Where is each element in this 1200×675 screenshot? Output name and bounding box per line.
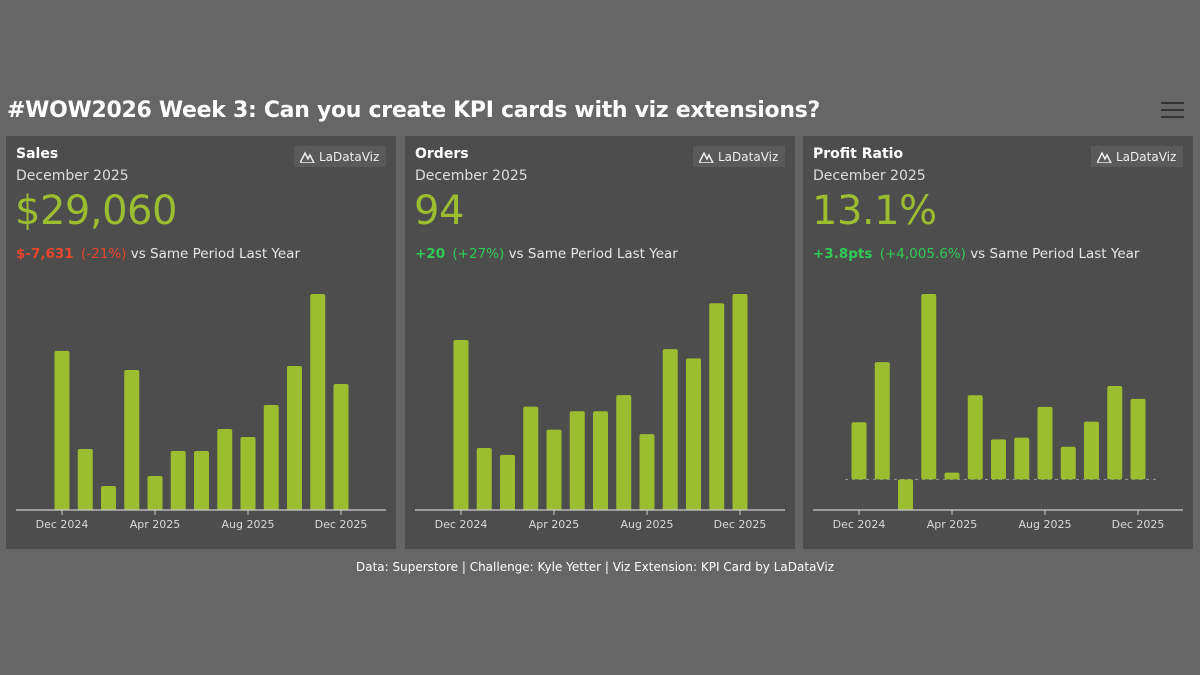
kpi-comparison: +20 (+27%) vs Same Period Last Year <box>415 246 678 262</box>
bar-aug-2025[interactable] <box>1037 406 1053 480</box>
bar-jan-2025[interactable] <box>77 448 93 510</box>
badge-label: LaDataViz <box>319 149 380 164</box>
badge-label: LaDataViz <box>718 149 779 164</box>
bar-may-2025[interactable] <box>170 451 186 510</box>
kpi-card-sales: Sales December 2025 $29,060 $-7,631 (-21… <box>6 136 396 549</box>
bar-chart: Dec 2024 Apr 2025 Aug 2025 Dec 2025 <box>813 294 1183 531</box>
bar-may-2025[interactable] <box>569 411 585 510</box>
bar-jul-2025[interactable] <box>217 428 233 510</box>
kpi-name: Orders <box>415 146 469 162</box>
bar-dec-2025[interactable] <box>333 383 349 510</box>
kpi-value: $29,060 <box>15 188 177 234</box>
bar-apr-2025[interactable] <box>546 429 562 510</box>
bar-jul-2025[interactable] <box>1014 437 1030 480</box>
bar-jul-2025[interactable] <box>616 395 632 510</box>
x-tick-label: Aug 2025 <box>1019 518 1072 531</box>
ladataviz-logo-icon <box>699 150 714 163</box>
compare-text: vs Same Period Last Year <box>130 246 301 262</box>
bar-apr-2025[interactable] <box>944 472 960 480</box>
x-tick-label: Apr 2025 <box>130 518 181 531</box>
kpi-card-profit-ratio: Profit Ratio December 2025 13.1% +3.8pts… <box>803 136 1193 549</box>
kpi-card-orders: Orders December 2025 94 +20 (+27%) vs Sa… <box>405 136 795 549</box>
ladataviz-badge[interactable]: LaDataViz <box>693 146 785 167</box>
bar-jun-2025[interactable] <box>194 451 209 510</box>
kpi-value: 94 <box>414 188 464 234</box>
bar-dec-2024[interactable] <box>54 350 70 510</box>
bar-chart: Dec 2024 Apr 2025 Aug 2025 Dec 2025 <box>415 294 785 531</box>
ladataviz-logo-icon <box>300 150 315 163</box>
bar-sep-2025[interactable] <box>662 349 678 510</box>
x-tick-label: Dec 2025 <box>315 518 368 531</box>
bar-jan-2025[interactable] <box>874 362 890 480</box>
x-tick-label: Dec 2024 <box>36 518 89 531</box>
change-absolute: $-7,631 <box>16 246 74 262</box>
ladataviz-badge[interactable]: LaDataViz <box>294 146 386 167</box>
x-tick-label: Apr 2025 <box>529 518 580 531</box>
bar-nov-2025[interactable] <box>709 303 725 510</box>
bar-feb-2025[interactable] <box>500 454 515 510</box>
bar-feb-2025[interactable] <box>101 486 116 510</box>
bar-aug-2025[interactable] <box>639 434 655 510</box>
kpi-name: Sales <box>16 146 59 162</box>
bar-mar-2025[interactable] <box>523 406 539 510</box>
bar-oct-2025[interactable] <box>1084 421 1099 480</box>
bar-dec-2025[interactable] <box>732 294 748 510</box>
bar-jan-2025[interactable] <box>476 447 492 510</box>
footer-credits: Data: Superstore | Challenge: Kyle Yette… <box>356 560 834 574</box>
kpi-comparison: $-7,631 (-21%) vs Same Period Last Year <box>16 246 300 262</box>
x-tick-label: Aug 2025 <box>621 518 674 531</box>
ladataviz-badge[interactable]: LaDataViz <box>1091 146 1183 167</box>
bar-dec-2024[interactable] <box>453 339 469 510</box>
change-percent: (+4,005.6%) <box>879 246 966 262</box>
bar-oct-2025[interactable] <box>686 358 701 510</box>
change-absolute: +20 <box>415 246 446 262</box>
x-tick-label: Apr 2025 <box>927 518 978 531</box>
change-percent: (+27%) <box>452 246 505 262</box>
ladataviz-logo-icon <box>1097 150 1112 163</box>
x-tick-label: Dec 2024 <box>833 518 886 531</box>
badge-label: LaDataViz <box>1116 149 1177 164</box>
bar-sep-2025[interactable] <box>1060 446 1076 480</box>
bar-chart: Dec 2024 Apr 2025 Aug 2025 Dec 2025 <box>16 294 386 531</box>
x-tick-label: Aug 2025 <box>222 518 275 531</box>
bar-nov-2025[interactable] <box>310 294 326 510</box>
kpi-period: December 2025 <box>415 168 528 184</box>
bar-jun-2025[interactable] <box>593 411 608 510</box>
bar-nov-2025[interactable] <box>1107 386 1123 480</box>
bar-mar-2025[interactable] <box>124 369 140 510</box>
bar-apr-2025[interactable] <box>147 476 163 510</box>
bar-feb-2025[interactable] <box>898 479 913 510</box>
x-tick-label: Dec 2025 <box>1112 518 1165 531</box>
dashboard-title: #WOW2026 Week 3: Can you create KPI card… <box>7 98 820 123</box>
change-percent: (-21%) <box>81 246 127 262</box>
bar-dec-2025[interactable] <box>1130 398 1146 480</box>
compare-text: vs Same Period Last Year <box>508 246 678 262</box>
kpi-name: Profit Ratio <box>813 146 904 162</box>
bar-aug-2025[interactable] <box>240 437 256 510</box>
bar-jun-2025[interactable] <box>991 439 1006 480</box>
menu-icon[interactable] <box>1161 102 1184 120</box>
x-tick-label: Dec 2025 <box>714 518 767 531</box>
compare-text: vs Same Period Last Year <box>970 246 1140 262</box>
kpi-period: December 2025 <box>16 168 129 184</box>
x-tick-label: Dec 2024 <box>435 518 488 531</box>
kpi-period: December 2025 <box>813 168 926 184</box>
bar-sep-2025[interactable] <box>263 405 279 510</box>
bar-oct-2025[interactable] <box>287 365 302 510</box>
bar-may-2025[interactable] <box>967 395 983 480</box>
change-absolute: +3.8pts <box>813 246 873 262</box>
bar-mar-2025[interactable] <box>921 294 937 480</box>
kpi-comparison: +3.8pts (+4,005.6%) vs Same Period Last … <box>813 246 1139 262</box>
kpi-value: 13.1% <box>812 188 937 234</box>
bar-dec-2024[interactable] <box>851 422 867 480</box>
